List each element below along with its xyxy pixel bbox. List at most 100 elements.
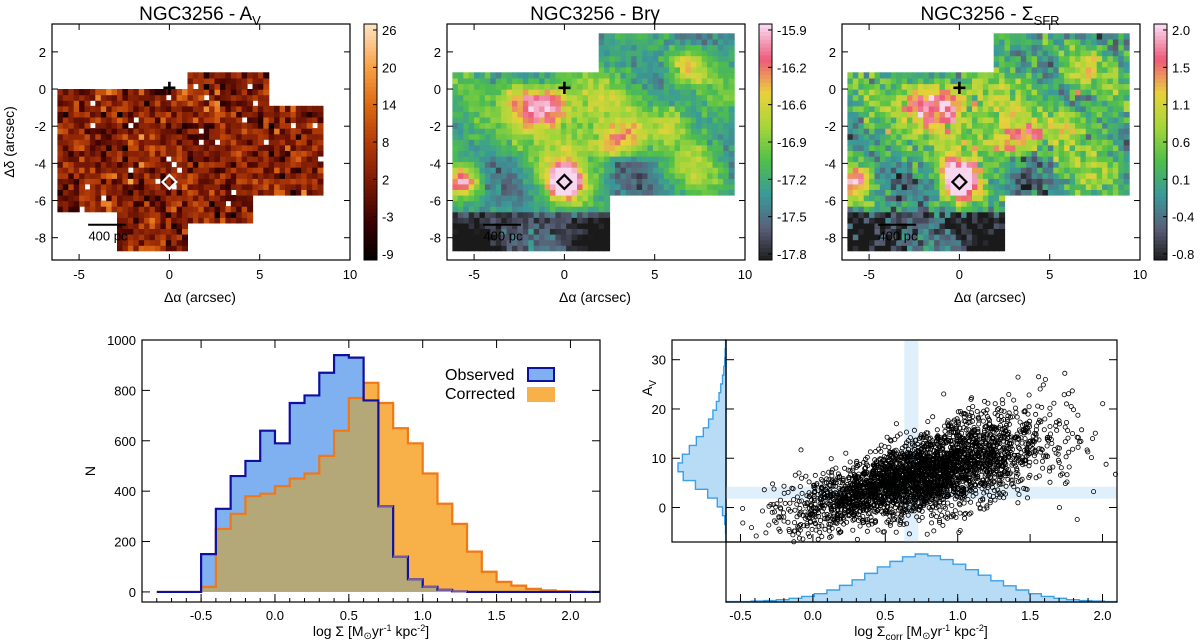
histogram-series bbox=[156, 354, 600, 594]
colorbar-av: 26 20 14 8 2 -3 -9 bbox=[363, 23, 396, 262]
y-tick-label: 0 bbox=[434, 82, 441, 97]
xlabel-histogram: log Σ [M⊙yr-1 kpc-2] bbox=[313, 623, 429, 642]
ylabel-av: Δδ (arcsec) bbox=[1, 106, 17, 178]
source-marker bbox=[950, 173, 968, 191]
colorbar-tick-label: -0.4 bbox=[1172, 210, 1194, 225]
y-tick-label: 1000 bbox=[107, 333, 136, 348]
legend-swatch-observed bbox=[527, 367, 555, 382]
scatter-points bbox=[740, 370, 1119, 545]
x-tick-label: 1.0 bbox=[414, 608, 432, 623]
colorbar-tick-label: -17.8 bbox=[777, 247, 807, 262]
y-tick-label: -4 bbox=[34, 156, 46, 171]
colorbar-tick-label: -17.2 bbox=[777, 172, 807, 187]
colorbar-tick-label: 2 bbox=[382, 172, 389, 187]
colorbar-tick-label: -17.5 bbox=[777, 210, 807, 225]
y-tick-label: -8 bbox=[429, 231, 441, 246]
x-tick-label: 1.5 bbox=[1021, 608, 1039, 623]
x-tick-label: 1.5 bbox=[488, 608, 506, 623]
colorbar-tick-label: 20 bbox=[382, 60, 396, 75]
colorbar-tick-label: 26 bbox=[382, 23, 396, 38]
y-tick-label: 0 bbox=[659, 501, 666, 516]
y-tick-label: 10 bbox=[652, 451, 666, 466]
y-tick-label: -2 bbox=[429, 119, 441, 134]
x-tick-label: 0.0 bbox=[266, 608, 284, 623]
axes-frame-av bbox=[51, 23, 351, 261]
bottom-histogram bbox=[725, 553, 1118, 603]
histogram-observed-line bbox=[156, 354, 600, 594]
y-tick-label: 2 bbox=[434, 45, 441, 60]
nucleus-marker: + bbox=[162, 75, 176, 102]
colorbar-tick-label: 14 bbox=[382, 98, 396, 113]
x-tick-label: 5 bbox=[256, 267, 263, 282]
x-tick-label: 0.5 bbox=[876, 608, 894, 623]
x-tick-label: -0.5 bbox=[729, 608, 751, 623]
map-sfr-image: +400 pc bbox=[847, 33, 1130, 252]
colorbar-sfr: 2.0 1.5 1.1 0.6 0.1 -0.4 -0.8 bbox=[1153, 23, 1194, 262]
y-tick-label: -4 bbox=[824, 156, 836, 171]
colorbar-tick-label: -3 bbox=[382, 210, 394, 225]
colorbar-tick-label: 2.0 bbox=[1172, 23, 1190, 38]
y-tick-label: -8 bbox=[34, 231, 46, 246]
colorbar-tick-label: -0.8 bbox=[1172, 247, 1194, 262]
scale-bar-label: 400 pc bbox=[88, 229, 128, 244]
axes-frame-scatter bbox=[725, 339, 1118, 543]
colorbar-tick-label: 0.6 bbox=[1172, 135, 1190, 150]
legend: Observed Corrected bbox=[445, 367, 555, 403]
y-tick-label: 800 bbox=[114, 383, 136, 398]
y-tick-label: 2 bbox=[829, 45, 836, 60]
source-marker bbox=[555, 173, 573, 191]
x-tick-label: 0 bbox=[956, 267, 963, 282]
source-marker bbox=[160, 173, 178, 191]
x-tick-label: 2.0 bbox=[561, 608, 579, 623]
ylabel-scatter: AV bbox=[639, 380, 659, 396]
y-tick-label: 20 bbox=[652, 402, 666, 417]
xlabel-sfr: Δα (arcsec) bbox=[954, 289, 1026, 305]
x-tick-label: 1.0 bbox=[949, 608, 967, 623]
y-tick-label: -6 bbox=[824, 194, 836, 209]
colorbar-tick-label: -9 bbox=[382, 247, 394, 262]
colorbar-tick-label: -16.6 bbox=[777, 98, 807, 113]
title-av: NGC3256 - AV bbox=[139, 4, 261, 28]
side-histogram-bars bbox=[677, 339, 727, 542]
y-tick-label: -2 bbox=[824, 119, 836, 134]
scale-bar-label: 400 pc bbox=[483, 229, 523, 244]
axes-frame-histogram bbox=[141, 339, 601, 603]
panel-histogram: -0.5 0.0 0.5 1.0 1.5 2.0 0 200 400 600 800 1000 Obs… bbox=[82, 333, 601, 642]
y-tick-label: -6 bbox=[429, 194, 441, 209]
x-tick-label: 5 bbox=[651, 267, 658, 282]
title-brg: NGC3256 - Brγ bbox=[530, 4, 660, 25]
y-tick-label: 600 bbox=[114, 434, 136, 449]
colorbar-tick-label: 0.1 bbox=[1172, 172, 1190, 187]
x-tick-label: 5 bbox=[1046, 267, 1053, 282]
highlight-band bbox=[726, 340, 1117, 542]
panel-av: NGC3256 - AV +400 pc -5 0 5 10 -8 -6 -4 -2 0 2 26… bbox=[1, 4, 396, 305]
colorbar-tick-label: -16.9 bbox=[777, 135, 807, 150]
nucleus-marker: + bbox=[557, 75, 571, 102]
nucleus-marker: + bbox=[952, 75, 966, 102]
legend-label-observed: Observed bbox=[445, 367, 514, 384]
colorbar-tick-label: 8 bbox=[382, 135, 389, 150]
colorbar-tick-label: -16.2 bbox=[777, 60, 807, 75]
colorbar-brg: -15.9 -16.2 -16.6 -16.9 -17.2 -17.5 -17.8 bbox=[758, 23, 807, 262]
y-tick-label: 200 bbox=[114, 535, 136, 550]
y-tick-label: -2 bbox=[34, 119, 46, 134]
x-tick-label: -5 bbox=[863, 267, 875, 282]
x-tick-label: 0 bbox=[166, 267, 173, 282]
x-tick-label: 0.0 bbox=[804, 608, 822, 623]
y-tick-label: 2 bbox=[39, 45, 46, 60]
y-tick-label: 0 bbox=[129, 585, 136, 600]
panel-sfr: NGC3256 - ΣSFR +400 pc -5 0 5 10-8-6-4-202 … bbox=[824, 4, 1194, 305]
axes-frame-brg bbox=[446, 23, 746, 261]
bottom-histogram-bars bbox=[725, 553, 1118, 603]
legend-swatch-corrected bbox=[527, 387, 555, 402]
x-tick-label: -0.5 bbox=[190, 608, 212, 623]
colorbar-tick-label: 1.5 bbox=[1172, 60, 1190, 75]
x-tick-label: 0.5 bbox=[340, 608, 358, 623]
x-tick-label: 0 bbox=[561, 267, 568, 282]
map-av-image: +400 pc bbox=[57, 72, 324, 252]
histogram-corrected-line bbox=[156, 381, 600, 594]
xlabel-scatter: log Σcorr [M⊙yr-1 kpc-2] bbox=[854, 623, 988, 643]
side-histogram bbox=[677, 339, 727, 542]
x-tick-label: 10 bbox=[738, 267, 752, 282]
y-tick-label: 400 bbox=[114, 484, 136, 499]
